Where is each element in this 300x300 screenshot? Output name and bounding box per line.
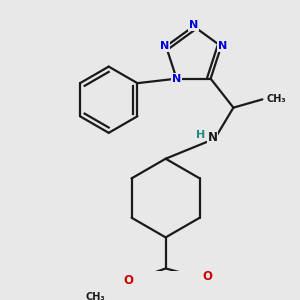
Text: O: O <box>123 274 134 287</box>
Text: O: O <box>202 270 212 283</box>
Text: N: N <box>160 41 169 51</box>
Text: CH₃: CH₃ <box>86 292 106 300</box>
Text: N: N <box>208 131 218 144</box>
Text: H: H <box>196 130 205 140</box>
Text: N: N <box>218 41 227 51</box>
Text: CH₃: CH₃ <box>266 94 286 104</box>
Text: N: N <box>189 20 198 30</box>
Text: N: N <box>172 74 181 84</box>
